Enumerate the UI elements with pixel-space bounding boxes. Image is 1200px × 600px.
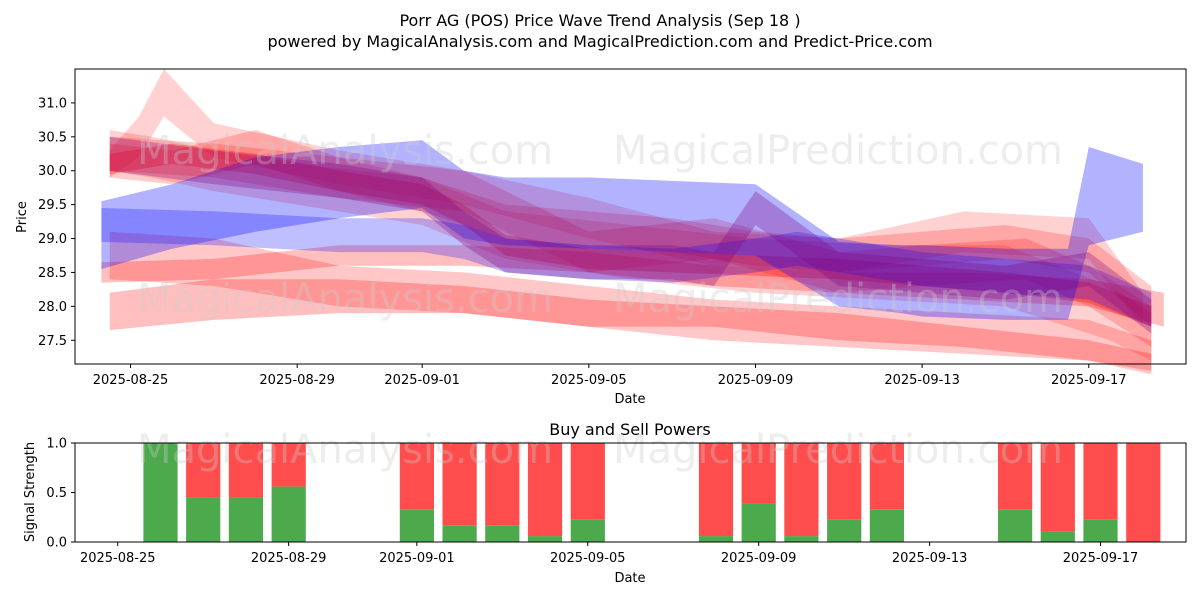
buy-bar-2025-09-12 bbox=[869, 509, 904, 542]
price-plot-frame bbox=[74, 68, 1187, 365]
sell-bar-2025-09-12 bbox=[869, 443, 904, 510]
buy-bar-2025-09-05 bbox=[570, 519, 605, 542]
price-x-tick-label: 2025-09-17 bbox=[1051, 373, 1127, 388]
price-x-label: Date bbox=[614, 392, 645, 407]
signal-y-tick-label: 1.0 bbox=[46, 437, 67, 452]
price-y-label: Price bbox=[15, 201, 30, 233]
sell-bar-2025-09-15 bbox=[998, 443, 1033, 510]
sell-bar-2025-09-02 bbox=[442, 443, 477, 526]
sell-bar-2025-09-03 bbox=[485, 443, 520, 526]
sell-bar-2025-09-16 bbox=[1040, 443, 1075, 532]
signal-y-tick-label: 0.0 bbox=[46, 536, 67, 551]
watermark-analysis-bottom: MagicalAnalysis.com bbox=[137, 276, 553, 322]
sell-bar-2025-09-18 bbox=[1126, 443, 1161, 542]
price-x-tick-label: 2025-08-29 bbox=[259, 373, 335, 388]
buy-bar-2025-08-27 bbox=[186, 497, 221, 542]
buy-bar-2025-09-08 bbox=[698, 536, 734, 542]
chart-title: Porr AG (POS) Price Wave Trend Analysis … bbox=[399, 11, 800, 30]
signal-title: Buy and Sell Powers bbox=[549, 420, 711, 439]
signal-x-label: Date bbox=[614, 571, 645, 586]
sell-bar-2025-09-05 bbox=[570, 443, 605, 520]
watermark-prediction-top: MagicalPrediction.com bbox=[613, 128, 1063, 174]
buy-bar-2025-08-29 bbox=[271, 486, 306, 542]
price-y-tick-label: 28.5 bbox=[38, 266, 67, 281]
sell-bar-2025-09-11 bbox=[827, 443, 862, 520]
wave-bands bbox=[101, 69, 1164, 375]
wave-band-7 bbox=[109, 231, 1152, 375]
buy-bar-2025-09-01 bbox=[399, 509, 434, 542]
sell-bar-2025-09-10 bbox=[784, 443, 819, 537]
wave-band-1 bbox=[109, 130, 1152, 361]
wave-band-2 bbox=[109, 69, 1143, 327]
buy-bar-2025-09-15 bbox=[998, 509, 1033, 542]
wave-band-3 bbox=[109, 130, 1152, 327]
price-y-tick-label: 29.0 bbox=[38, 232, 67, 247]
buy-bar-2025-08-28 bbox=[228, 497, 263, 542]
price-y-tick-label: 29.5 bbox=[38, 198, 67, 213]
wave-band-8 bbox=[109, 143, 1152, 327]
price-y-ticks: 27.5 28.0 28.5 29.0 29.5 30.0 30.5 31.0 bbox=[38, 96, 75, 349]
buy-bar-2025-09-09 bbox=[741, 503, 776, 542]
wave-band-4 bbox=[109, 136, 1152, 347]
signal-y-ticks: 0.0 0.5 1.0 bbox=[46, 437, 75, 551]
price-y-tick-label: 30.0 bbox=[38, 164, 67, 179]
price-y-tick-label: 27.5 bbox=[38, 334, 67, 349]
price-y-tick-label: 31.0 bbox=[38, 96, 67, 111]
buy-bar-2025-09-02 bbox=[442, 525, 477, 542]
watermark-prediction-signal: MagicalPrediction.com bbox=[613, 427, 1063, 473]
price-x-tick-label: 2025-09-13 bbox=[884, 373, 960, 388]
buy-bar-2025-09-10 bbox=[784, 536, 819, 542]
signal-x-tick-label: 2025-09-13 bbox=[892, 551, 968, 566]
sell-bar-2025-08-27 bbox=[186, 443, 221, 498]
wave-band-6 bbox=[109, 279, 1152, 371]
sell-bar-2025-09-01 bbox=[399, 443, 434, 510]
signal-panel: Buy and Sell Powers MagicalAnalysis.com … bbox=[23, 420, 1187, 586]
signal-x-tick-label: 2025-08-29 bbox=[251, 551, 327, 566]
signal-x-tick-label: 2025-08-25 bbox=[80, 551, 156, 566]
sell-bar-2025-08-29 bbox=[271, 443, 306, 487]
buy-bar-2025-08-26 bbox=[143, 443, 178, 542]
buy-bar-2025-09-03 bbox=[485, 525, 520, 542]
buy-bar-2025-09-11 bbox=[827, 519, 862, 542]
signal-x-tick-label: 2025-09-09 bbox=[721, 551, 797, 566]
price-x-tick-label: 2025-08-25 bbox=[93, 373, 169, 388]
signal-bars bbox=[143, 443, 1161, 542]
sell-bar-2025-09-08 bbox=[698, 443, 734, 537]
price-x-tick-label: 2025-09-01 bbox=[384, 373, 460, 388]
signal-y-label: Signal Strength bbox=[23, 442, 38, 542]
price-y-tick-label: 28.0 bbox=[38, 300, 67, 315]
wave-band-11 bbox=[109, 136, 1152, 334]
chart-subtitle: powered by MagicalAnalysis.com and Magic… bbox=[267, 32, 932, 51]
wave-band-5 bbox=[101, 245, 1164, 327]
watermark-prediction-bottom: MagicalPrediction.com bbox=[613, 276, 1063, 322]
signal-x-tick-label: 2025-09-17 bbox=[1063, 551, 1139, 566]
price-x-tick-label: 2025-09-09 bbox=[718, 373, 794, 388]
price-y-tick-label: 30.5 bbox=[38, 130, 67, 145]
signal-x-ticks: 2025-08-25 2025-08-29 2025-09-01 2025-09-05… bbox=[80, 542, 1138, 566]
signal-x-tick-label: 2025-09-01 bbox=[379, 551, 455, 566]
buy-bar-2025-09-16 bbox=[1040, 531, 1075, 542]
sell-bar-2025-09-17 bbox=[1083, 443, 1118, 520]
signal-x-tick-label: 2025-09-05 bbox=[550, 551, 626, 566]
sell-bar-2025-08-28 bbox=[228, 443, 263, 498]
price-x-ticks: 2025-08-25 2025-08-29 2025-09-01 2025-09-05… bbox=[93, 364, 1127, 388]
buy-bar-2025-09-17 bbox=[1083, 519, 1118, 542]
signal-y-tick-label: 0.5 bbox=[46, 486, 67, 501]
buy-bar-2025-09-04 bbox=[527, 536, 563, 542]
wave-band-9 bbox=[101, 140, 1143, 320]
sell-bar-2025-09-04 bbox=[527, 443, 563, 537]
watermark-analysis-signal: MagicalAnalysis.com bbox=[137, 427, 553, 473]
watermark-analysis-top: MagicalAnalysis.com bbox=[137, 128, 553, 174]
price-panel: MagicalAnalysis.com MagicalPrediction.co… bbox=[15, 68, 1187, 407]
sell-bar-2025-09-09 bbox=[741, 443, 776, 504]
price-x-tick-label: 2025-09-05 bbox=[551, 373, 627, 388]
wave-band-10 bbox=[101, 208, 1152, 327]
